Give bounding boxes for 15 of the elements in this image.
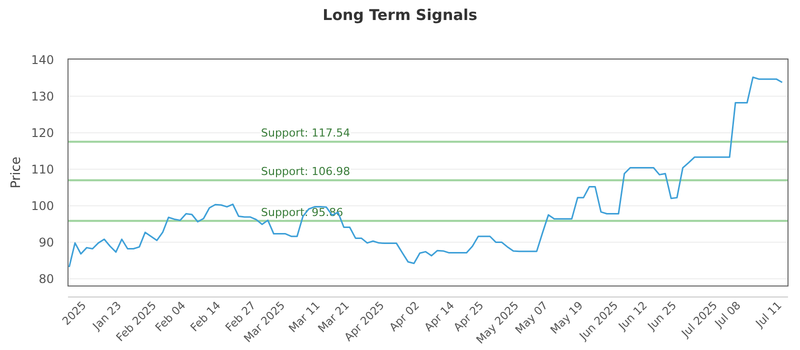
y-tick-label: 130 <box>31 89 54 104</box>
x-tick-label: Apr 02 <box>386 298 422 334</box>
y-tick-label: 110 <box>31 162 54 176</box>
y-axis-title: Price <box>9 156 24 188</box>
y-tick-label: 140 <box>31 52 54 67</box>
line-series <box>68 76 783 268</box>
ref-line-label: Support: 117.54 <box>261 126 350 140</box>
y-tick-label: 120 <box>31 126 54 140</box>
ref-line-label: Support: 106.98 <box>261 165 350 178</box>
y-tick-label: 100 <box>31 198 54 213</box>
chart-title: Long Term Signals <box>322 6 478 24</box>
y-tick-label: 90 <box>38 235 54 250</box>
x-tick-label: Feb 14 <box>188 298 224 334</box>
x-tick-label: Jul 11 <box>752 298 784 331</box>
y-tick-label: 80 <box>38 272 54 286</box>
